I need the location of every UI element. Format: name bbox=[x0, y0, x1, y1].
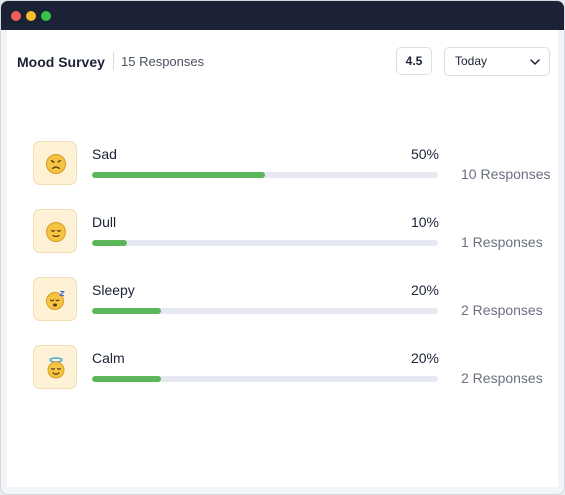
progress-track bbox=[92, 308, 438, 314]
mood-label: Dull bbox=[92, 214, 117, 230]
mood-icon-box bbox=[33, 277, 77, 321]
close-window-button[interactable] bbox=[11, 11, 21, 21]
minimize-window-button[interactable] bbox=[26, 11, 36, 21]
mood-icon-box bbox=[33, 345, 77, 389]
sad-face-icon bbox=[46, 154, 66, 174]
total-responses: 15 Responses bbox=[121, 54, 205, 69]
maximize-window-button[interactable] bbox=[41, 11, 51, 21]
page-title: Mood Survey bbox=[17, 54, 105, 70]
relieved-face-icon bbox=[46, 222, 66, 242]
mood-response-count: 1 Responses bbox=[461, 234, 543, 250]
mood-row-sad: Sad 50% 10 Responses bbox=[33, 141, 553, 185]
halo-face-icon bbox=[47, 357, 65, 379]
progress-fill bbox=[92, 172, 265, 178]
header-divider bbox=[113, 52, 114, 70]
title-bar bbox=[1, 1, 564, 30]
mood-label: Sad bbox=[92, 146, 117, 162]
mood-row-sleepy: Sleepy 20% 2 Responses bbox=[33, 277, 553, 321]
mood-percent: 20% bbox=[410, 282, 439, 298]
progress-track bbox=[92, 376, 438, 382]
mood-percent: 50% bbox=[410, 146, 439, 162]
mood-row-dull: Dull 10% 1 Responses bbox=[33, 209, 553, 253]
mood-icon-box bbox=[33, 141, 77, 185]
mood-icon-box bbox=[33, 209, 77, 253]
chevron-down-icon bbox=[530, 59, 540, 65]
average-score-badge: 4.5 bbox=[396, 47, 432, 75]
period-select-value: Today bbox=[455, 54, 488, 68]
mood-percent: 10% bbox=[410, 214, 439, 230]
mood-response-count: 2 Responses bbox=[461, 370, 543, 386]
progress-fill bbox=[92, 376, 162, 382]
card-header: Mood Survey 15 Responses 4.5 Today bbox=[7, 30, 558, 92]
progress-track bbox=[92, 172, 438, 178]
mood-label: Calm bbox=[92, 350, 125, 366]
progress-fill bbox=[92, 308, 162, 314]
mood-row-calm: Calm 20% 2 Responses bbox=[33, 345, 553, 389]
mood-response-count: 2 Responses bbox=[461, 302, 543, 318]
sleeping-face-icon bbox=[46, 290, 65, 310]
period-select[interactable]: Today bbox=[444, 47, 550, 76]
mood-response-count: 10 Responses bbox=[461, 166, 551, 182]
mood-label: Sleepy bbox=[92, 282, 135, 298]
progress-track bbox=[92, 240, 438, 246]
progress-fill bbox=[92, 240, 127, 246]
mood-survey-card: Mood Survey 15 Responses 4.5 Today bbox=[7, 30, 558, 487]
mood-percent: 20% bbox=[410, 350, 439, 366]
